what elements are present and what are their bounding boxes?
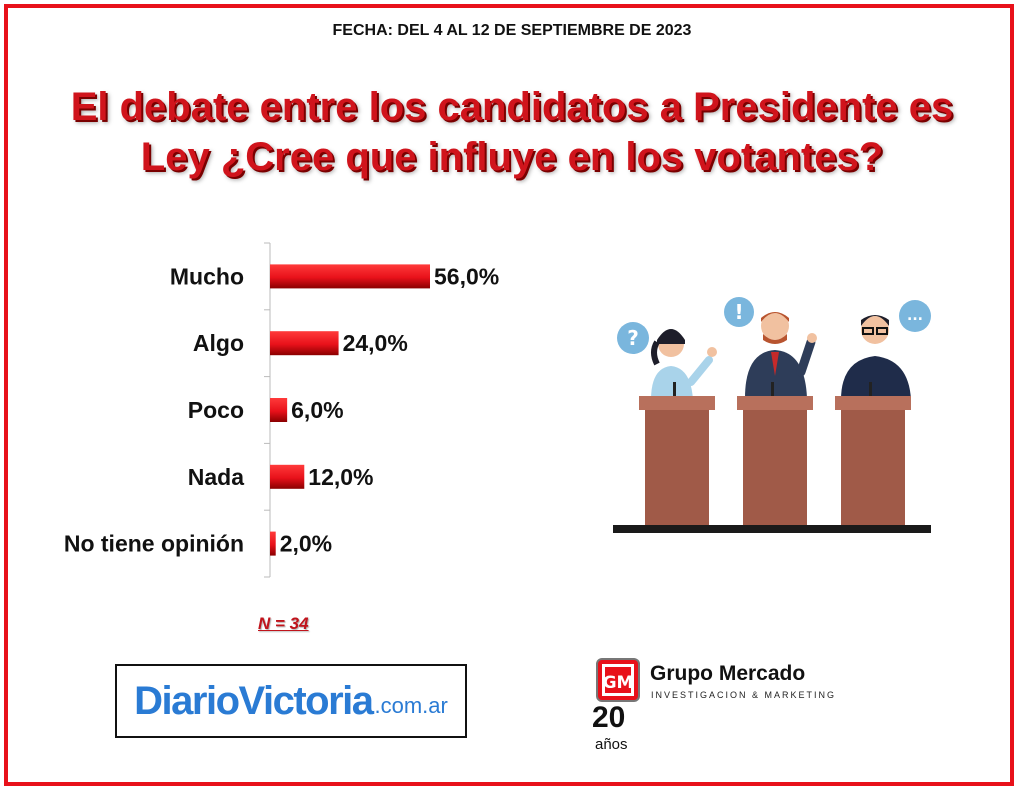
debate-illustration-icon: ? ! ... — [613, 297, 931, 533]
title-line-2: Ley ¿Cree que influye en los votantes? — [140, 135, 884, 179]
page-frame — [4, 4, 1014, 786]
anniversary-number: 20 — [592, 701, 626, 734]
category-label: Poco — [188, 397, 244, 423]
bar-4 — [270, 531, 276, 556]
category-label: Mucho — [170, 263, 244, 289]
anniversary-label: años — [595, 736, 628, 753]
svg-text:?: ? — [627, 326, 639, 350]
diario-victoria-tld: .com.ar — [374, 693, 448, 718]
sample-size: N = 34 — [258, 614, 309, 633]
svg-text:...: ... — [907, 308, 923, 324]
bar-1 — [270, 331, 339, 356]
chart-title: El debate entre los candidatos a Preside… — [0, 82, 1024, 182]
value-label: 6,0% — [291, 397, 343, 423]
title-line-1: El debate entre los candidatos a Preside… — [70, 85, 954, 129]
grupo-mercado-name: Grupo Mercado — [650, 662, 806, 685]
category-label: No tiene opinión — [64, 531, 244, 557]
svg-text:!: ! — [734, 300, 743, 324]
grupo-mercado-logo-icon: GM — [596, 658, 640, 702]
svg-text:GM: GM — [603, 673, 634, 693]
diario-victoria-name: DiarioVictoria — [134, 678, 374, 723]
bar-2 — [270, 398, 288, 422]
bar-0 — [270, 264, 430, 289]
category-label: Algo — [193, 330, 244, 356]
value-label: 12,0% — [308, 464, 373, 490]
value-label: 2,0% — [280, 531, 332, 557]
survey-date: FECHA: DEL 4 AL 12 DE SEPTIEMBRE DE 2023 — [332, 22, 692, 39]
grupo-mercado-subtitle: INVESTIGACION & MARKETING — [651, 690, 837, 700]
diario-victoria-logo: DiarioVictoria .com.ar — [115, 664, 467, 738]
bar-3 — [270, 464, 305, 489]
category-label: Nada — [188, 464, 244, 490]
value-label: 56,0% — [434, 263, 499, 289]
value-label: 24,0% — [343, 330, 408, 356]
